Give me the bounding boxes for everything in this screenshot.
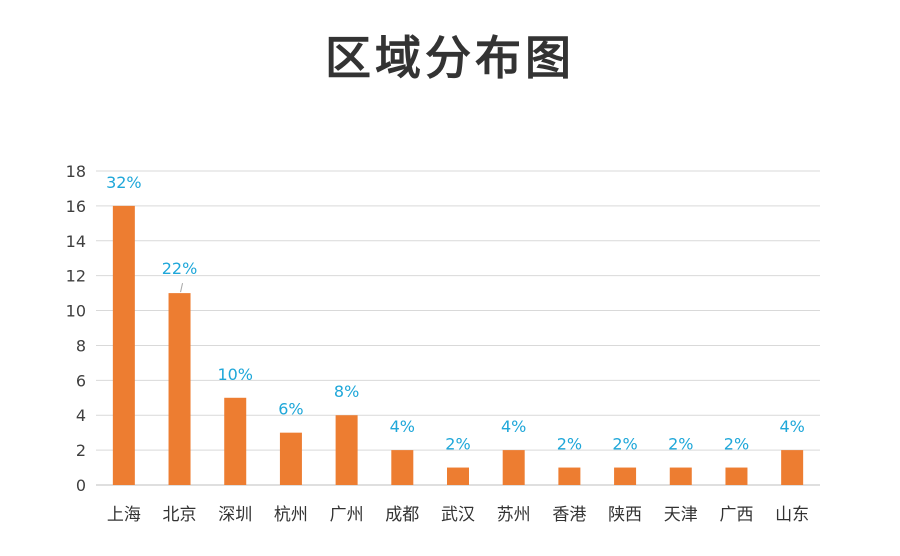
category-label: 杭州 [274, 505, 308, 525]
bar [781, 450, 804, 485]
y-tick-label: 8 [76, 336, 86, 355]
y-tick-label: 6 [76, 371, 86, 390]
data-label: 10% [217, 365, 253, 384]
data-label: 4% [501, 417, 526, 436]
bar [112, 205, 135, 485]
data-label: 2% [445, 435, 470, 454]
bar [224, 397, 247, 485]
bar [168, 293, 191, 485]
y-axis-ticks: 0 2 4 6 8 10 12 14 16 18 [66, 162, 86, 495]
y-tick-label: 4 [76, 406, 86, 425]
category-label: 陕西 [608, 505, 642, 525]
y-tick-label: 0 [76, 476, 86, 495]
category-label: 苏州 [497, 505, 531, 525]
category-label: 武汉 [441, 505, 475, 525]
bar [335, 415, 358, 485]
bar [669, 467, 692, 485]
data-label-leader [180, 283, 184, 293]
category-label: 广西 [719, 505, 753, 525]
data-label: 6% [278, 400, 303, 419]
data-label: 32% [106, 173, 142, 192]
bar [725, 467, 748, 485]
bar [391, 450, 414, 485]
bar [558, 467, 581, 485]
chart-title: 区域分布图 [325, 31, 575, 85]
category-label: 北京 [163, 505, 197, 525]
y-tick-label: 2 [76, 441, 86, 460]
category-label: 广州 [330, 505, 364, 525]
data-label: 2% [668, 435, 693, 454]
data-label: 4% [390, 417, 415, 436]
data-label: 4% [779, 417, 804, 436]
bars [112, 205, 804, 485]
category-label: 成都 [385, 505, 419, 525]
data-label: 22% [162, 259, 198, 278]
data-label: 2% [557, 435, 582, 454]
category-label: 天津 [664, 505, 698, 525]
category-label: 深圳 [218, 505, 252, 525]
x-axis-categories: 上海 北京 深圳 杭州 广州 成都 武汉 苏州 香港 陕西 天津 广西 山东 [107, 505, 809, 525]
y-tick-label: 12 [66, 267, 86, 286]
bar [502, 450, 525, 485]
bar [447, 467, 469, 485]
data-labels: 32% 22% 10% 6% 8% 4% 2% 4% 2% 2% 2% 2% 4% [106, 173, 805, 454]
y-tick-label: 16 [66, 197, 86, 216]
y-tick-label: 18 [66, 162, 86, 181]
category-label: 山东 [775, 505, 809, 525]
bar [614, 467, 637, 485]
category-label: 上海 [107, 505, 141, 525]
data-label: 2% [724, 435, 749, 454]
y-tick-label: 14 [66, 232, 86, 251]
gridlines [96, 170, 820, 486]
data-label: 2% [612, 435, 637, 454]
bar [279, 432, 302, 485]
data-label: 8% [334, 382, 359, 401]
y-tick-label: 10 [66, 302, 86, 321]
category-label: 香港 [552, 505, 586, 525]
